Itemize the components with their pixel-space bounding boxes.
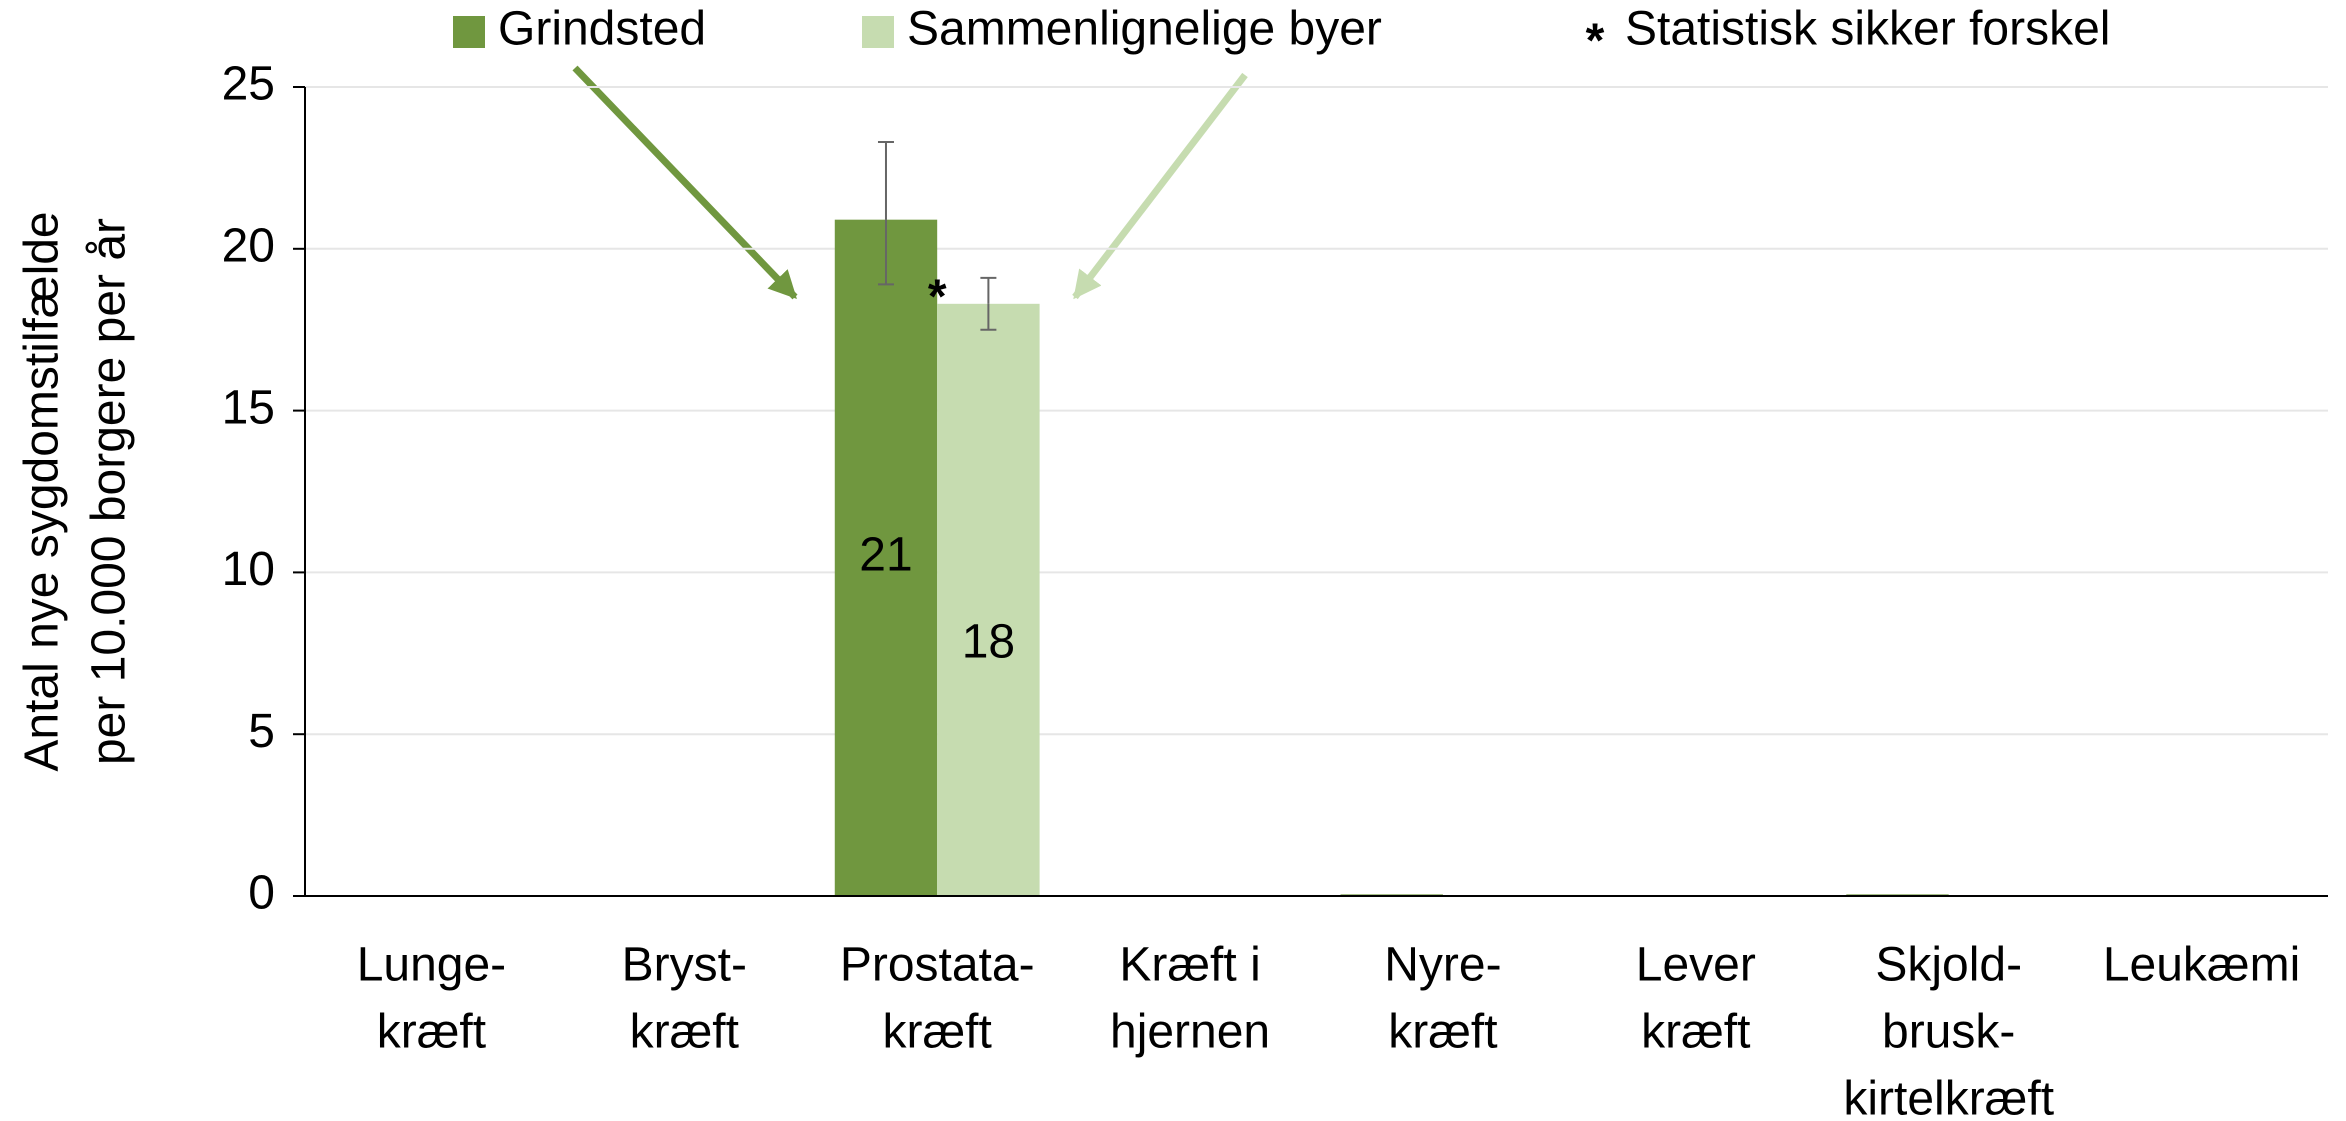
y-tick-label: 5 bbox=[248, 705, 275, 758]
x-tick-label: kræft bbox=[1388, 1006, 1497, 1059]
legend-label: Sammenlignelige byer bbox=[907, 3, 1382, 56]
y-tick-label: 10 bbox=[222, 543, 275, 596]
arrow bbox=[1072, 72, 1248, 300]
y-tick-label: 0 bbox=[248, 867, 275, 920]
y-tick-label: 20 bbox=[222, 219, 275, 272]
y-tick-label: 25 bbox=[222, 58, 275, 111]
significance-marker: * bbox=[928, 271, 947, 324]
x-tick-label: Leukæmi bbox=[2103, 939, 2300, 992]
x-tick-label: Bryst- bbox=[622, 939, 747, 992]
arrow bbox=[572, 65, 798, 300]
x-tick-label: Lever bbox=[1636, 939, 1756, 992]
x-tick-label: brusk- bbox=[1882, 1006, 2015, 1059]
y-axis-label: per 10.000 borgere per år bbox=[83, 218, 136, 765]
x-tick-label: Lunge- bbox=[357, 939, 506, 992]
x-tick-label: Nyre- bbox=[1384, 939, 1501, 992]
legend-label: Grindsted bbox=[498, 3, 706, 56]
legend-symbol: * bbox=[1586, 15, 1605, 68]
x-tick-label: Skjold- bbox=[1875, 939, 2022, 992]
bar bbox=[937, 303, 1040, 896]
x-tick-label: kræft bbox=[1641, 1006, 1750, 1059]
x-tick-label: kræft bbox=[883, 1006, 992, 1059]
x-tick-label: kirtelkræft bbox=[1843, 1073, 2054, 1121]
x-tick-label: Kræft i bbox=[1119, 939, 1260, 992]
value-label: 18 bbox=[962, 616, 1015, 669]
legend-label: Statistisk sikker forskel bbox=[1625, 3, 2110, 56]
legend-swatch bbox=[453, 16, 485, 48]
bar bbox=[834, 219, 938, 896]
y-axis-label: Antal nye sygdomstilfælde bbox=[16, 211, 69, 771]
x-tick-label: kræft bbox=[630, 1006, 739, 1059]
x-tick-label: Prostata- bbox=[840, 939, 1035, 992]
legend-swatch bbox=[862, 16, 894, 48]
value-label: 21 bbox=[859, 529, 912, 582]
x-tick-label: hjernen bbox=[1110, 1006, 1270, 1059]
x-tick-label: kræft bbox=[377, 1006, 486, 1059]
y-tick-label: 15 bbox=[222, 381, 275, 434]
